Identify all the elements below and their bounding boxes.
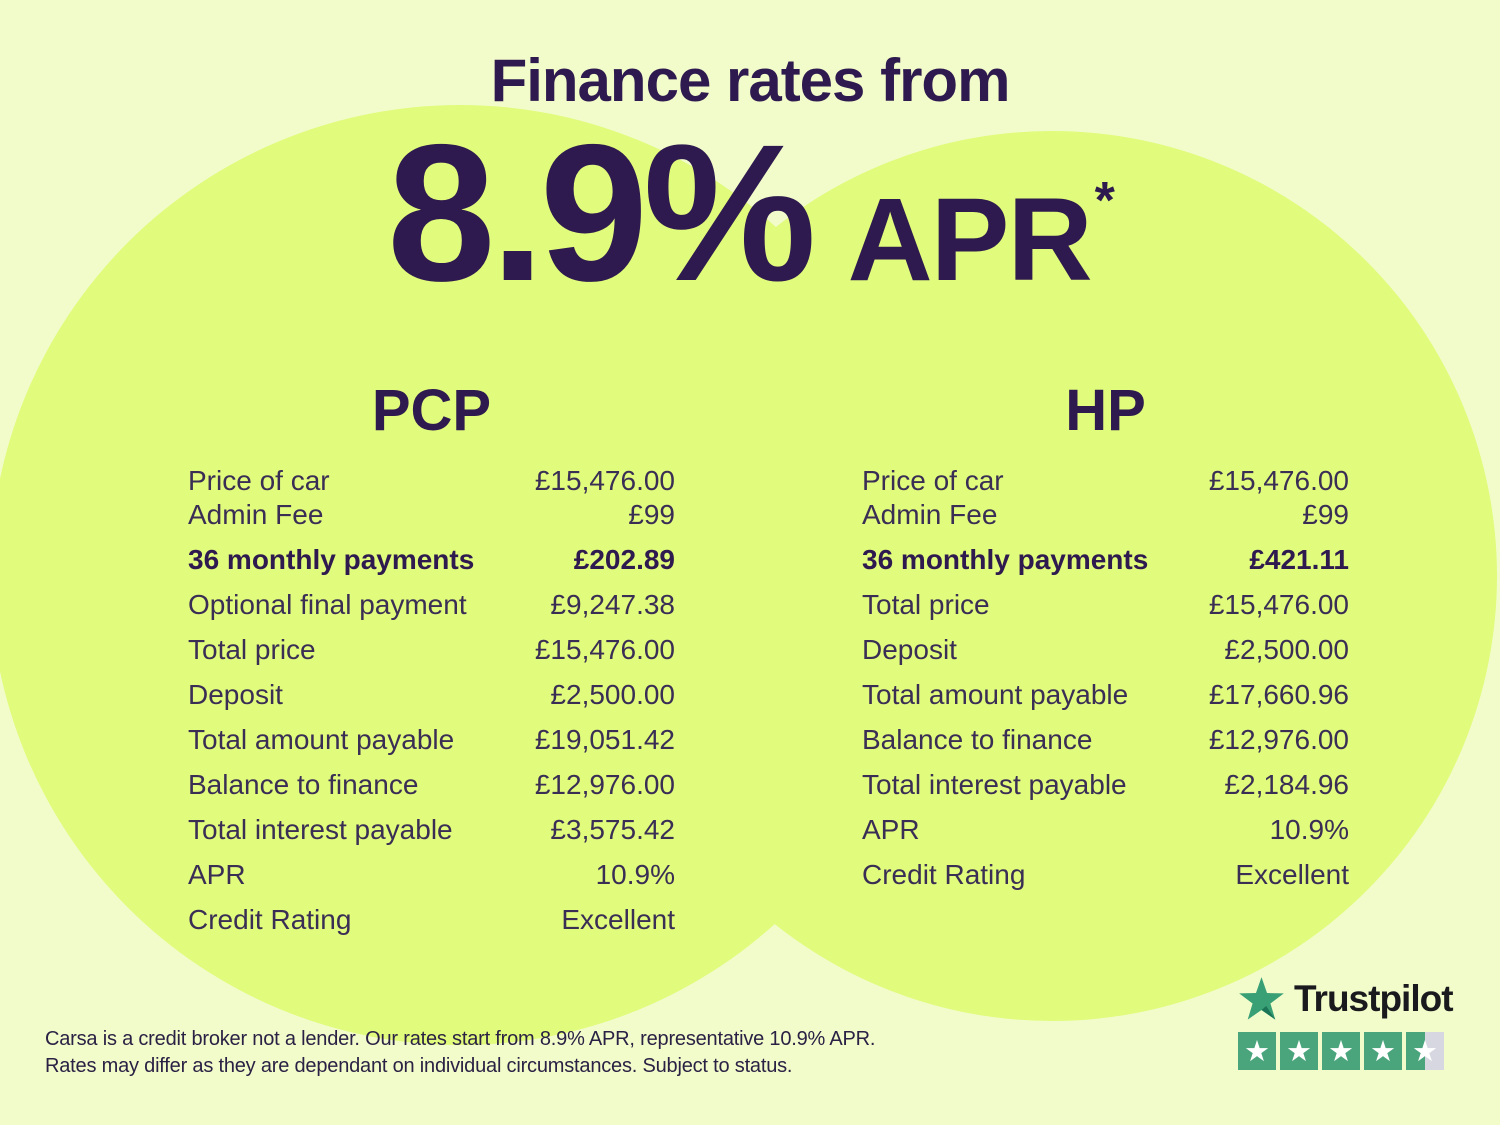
rating-star-full: ★ bbox=[1322, 1032, 1360, 1070]
hp-table: Price of car £15,476.00 Admin Fee £99 36 mon… bbox=[862, 464, 1349, 892]
finance-row-label: Deposit bbox=[188, 679, 283, 710]
finance-row: Balance to finance £12,976.00 bbox=[862, 723, 1349, 757]
finance-row-value: £15,476.00 bbox=[1208, 589, 1349, 620]
finance-row-value: 10.9% bbox=[1269, 814, 1349, 845]
star-icon: ★ bbox=[1370, 1034, 1396, 1068]
finance-row-value: £3,575.42 bbox=[550, 814, 675, 845]
finance-row: Balance to finance £12,976.00 bbox=[188, 768, 675, 802]
hp-column: HP Price of car £15,476.00 Admin Fee £99 36 … bbox=[862, 382, 1349, 892]
rate-footnote-marker: * bbox=[1094, 172, 1115, 230]
finance-row-label: Total interest payable bbox=[862, 769, 1127, 800]
finance-row: Deposit £2,500.00 bbox=[188, 678, 675, 712]
pcp-column: PCP Price of car £15,476.00 Admin Fee £99 36… bbox=[188, 382, 675, 937]
finance-row-label: Total amount payable bbox=[188, 724, 455, 755]
finance-row-label: Balance to finance bbox=[188, 769, 419, 800]
finance-row-label: Optional final payment bbox=[188, 589, 467, 620]
finance-row-value: £9,247.38 bbox=[550, 589, 675, 620]
trustpilot-block: Trustpilot ★ ★ ★ ★ ★ bbox=[1238, 976, 1454, 1070]
trustpilot-wordmark: Trustpilot bbox=[1294, 977, 1454, 1019]
finance-row-value: Excellent bbox=[1235, 859, 1349, 890]
finance-row-value: £2,184.96 bbox=[1224, 769, 1349, 800]
finance-row-value: £421.11 bbox=[1249, 544, 1349, 575]
background-circle-right bbox=[607, 131, 1497, 1021]
star-icon: ★ bbox=[1286, 1034, 1312, 1068]
rate-value: 8.9% bbox=[387, 104, 816, 322]
rating-star-full: ★ bbox=[1280, 1032, 1318, 1070]
star-icon: ★ bbox=[1244, 1034, 1270, 1068]
finance-row-label: Credit Rating bbox=[188, 904, 352, 935]
finance-row: Total amount payable £17,660.96 bbox=[862, 678, 1349, 712]
finance-row: Total interest payable £3,575.42 bbox=[188, 813, 675, 847]
finance-row: Price of car £15,476.00 bbox=[188, 464, 675, 498]
page-title: Finance rates from bbox=[490, 47, 1011, 114]
star-icon: ★ bbox=[1328, 1034, 1354, 1068]
finance-row-value: £17,660.96 bbox=[1208, 679, 1349, 710]
finance-row-label: Deposit bbox=[862, 634, 957, 665]
finance-row-value: £202.89 bbox=[573, 544, 675, 575]
finance-row-value: £12,976.00 bbox=[1208, 724, 1349, 755]
pcp-table: Price of car £15,476.00 Admin Fee £99 36 mon… bbox=[188, 464, 675, 937]
rate-unit: APR* bbox=[848, 175, 1115, 299]
finance-row-label: Price of car bbox=[862, 465, 1004, 496]
finance-row-label: Admin Fee bbox=[188, 499, 324, 530]
finance-row-label: Price of car bbox=[188, 465, 330, 496]
rating-star-full: ★ bbox=[1238, 1032, 1276, 1070]
trustpilot-logo: Trustpilot bbox=[1238, 976, 1454, 1021]
disclaimer-text: Carsa is a credit broker not a lender. O… bbox=[45, 1026, 875, 1080]
disclaimer-line-1: Carsa is a credit broker not a lender. O… bbox=[45, 1028, 876, 1050]
finance-row: APR 10.9% bbox=[862, 813, 1349, 847]
rating-star-full: ★ bbox=[1364, 1032, 1402, 1070]
trustpilot-star-icon bbox=[1239, 977, 1284, 1020]
finance-row: Credit Rating Excellent bbox=[188, 903, 675, 937]
finance-row: 36 monthly payments £421.11 bbox=[862, 543, 1349, 577]
finance-row-value: £2,500.00 bbox=[1224, 634, 1349, 665]
finance-row-value: £15,476.00 bbox=[534, 634, 675, 665]
finance-row-value: £99 bbox=[628, 499, 675, 530]
finance-row-value: £2,500.00 bbox=[550, 679, 675, 710]
finance-row: Admin Fee £99 bbox=[862, 498, 1349, 532]
pcp-column-title: PCP bbox=[371, 378, 492, 443]
finance-row: Total price £15,476.00 bbox=[862, 588, 1349, 622]
finance-row: Credit Rating Excellent bbox=[862, 858, 1349, 892]
finance-row: Admin Fee £99 bbox=[188, 498, 675, 532]
finance-row: 36 monthly payments £202.89 bbox=[188, 543, 675, 577]
finance-row-value: £19,051.42 bbox=[534, 724, 675, 755]
finance-row: Optional final payment £9,247.38 bbox=[188, 588, 675, 622]
finance-row-label: Admin Fee bbox=[862, 499, 998, 530]
finance-row-label: Credit Rating bbox=[862, 859, 1026, 890]
rate-unit-text: APR bbox=[847, 174, 1093, 306]
finance-row-value: £15,476.00 bbox=[1208, 465, 1349, 496]
finance-row-value: Excellent bbox=[561, 904, 675, 935]
finance-row-value: £15,476.00 bbox=[534, 465, 675, 496]
finance-row-value: £99 bbox=[1302, 499, 1349, 530]
disclaimer-line-2: Rates may differ as they are dependant o… bbox=[45, 1055, 793, 1077]
finance-row-label: APR bbox=[862, 814, 920, 845]
finance-row-label: 36 monthly payments bbox=[188, 544, 475, 575]
headline-rate: 8.9% APR* bbox=[0, 116, 1500, 311]
finance-row-value: £12,976.00 bbox=[534, 769, 675, 800]
finance-row-label: Total price bbox=[862, 589, 990, 620]
trustpilot-rating-stars: ★ ★ ★ ★ ★ bbox=[1238, 1032, 1450, 1070]
finance-row: Total price £15,476.00 bbox=[188, 633, 675, 667]
finance-row: Price of car £15,476.00 bbox=[862, 464, 1349, 498]
finance-row-label: Total amount payable bbox=[862, 679, 1129, 710]
hp-column-title: HP bbox=[1065, 378, 1146, 443]
finance-row-label: Total interest payable bbox=[188, 814, 453, 845]
finance-row-value: 10.9% bbox=[595, 859, 675, 890]
finance-row-label: 36 monthly payments bbox=[862, 544, 1149, 575]
finance-row-label: APR bbox=[188, 859, 246, 890]
rating-star-half: ★ bbox=[1406, 1032, 1444, 1070]
star-icon: ★ bbox=[1412, 1034, 1438, 1068]
finance-row: Deposit £2,500.00 bbox=[862, 633, 1349, 667]
finance-row: APR 10.9% bbox=[188, 858, 675, 892]
finance-row-label: Balance to finance bbox=[862, 724, 1093, 755]
finance-row: Total amount payable £19,051.42 bbox=[188, 723, 675, 757]
finance-row-label: Total price bbox=[188, 634, 316, 665]
finance-row: Total interest payable £2,184.96 bbox=[862, 768, 1349, 802]
